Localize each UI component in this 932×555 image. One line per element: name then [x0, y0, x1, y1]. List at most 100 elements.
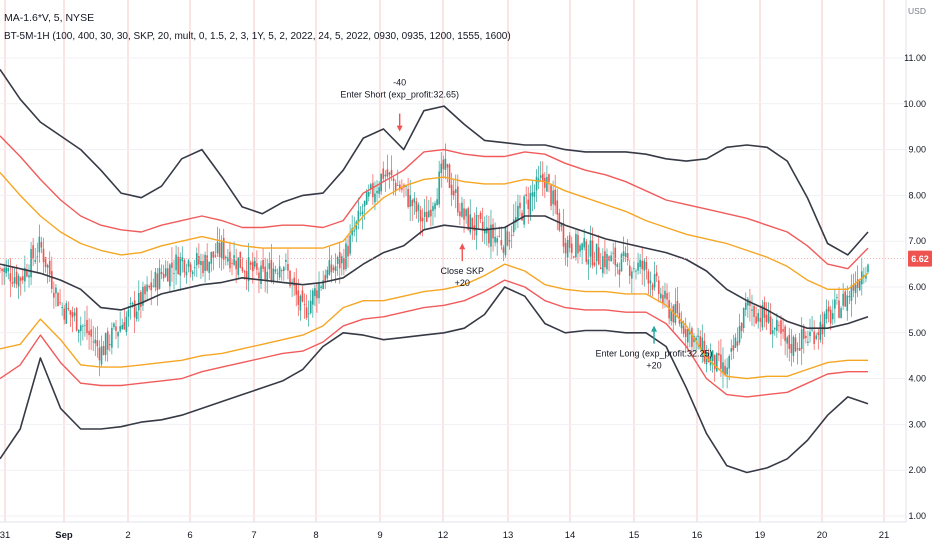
x-tick-label-1: Sep — [55, 530, 73, 541]
candle-body-271 — [560, 224, 563, 227]
candle-body-297 — [614, 247, 617, 266]
candle-body-21 — [42, 248, 45, 263]
marker-sub: +20 — [646, 361, 661, 371]
candle-body-143 — [295, 282, 298, 295]
candle-body-99 — [204, 254, 206, 271]
candle-body-191 — [394, 182, 397, 191]
candle-body-200 — [413, 198, 416, 203]
candle-body-363 — [751, 309, 753, 311]
band-orange-lower — [0, 263, 868, 380]
candle-body-196 — [405, 186, 407, 187]
candle-body-175 — [361, 211, 364, 215]
candle-body-38 — [77, 329, 80, 333]
candle-body-384 — [794, 337, 797, 352]
candle-body-35 — [71, 312, 74, 318]
candle-body-95 — [196, 253, 198, 266]
candle-body-319 — [660, 293, 662, 299]
candle-body-313 — [647, 271, 650, 284]
candle-body-396 — [819, 321, 822, 340]
candle-body-62 — [127, 309, 130, 317]
candle-body-81 — [166, 268, 169, 282]
candle-body-241 — [498, 235, 501, 237]
candle-body-403 — [834, 299, 836, 309]
candle-body-125 — [258, 272, 260, 279]
candle-body-126 — [260, 265, 262, 285]
candle-body-56 — [115, 326, 117, 331]
candle-body-254 — [525, 194, 527, 196]
candle-body-262 — [541, 173, 544, 182]
candle-body-6 — [11, 282, 14, 284]
candle-body-343 — [709, 356, 712, 366]
study-label: BT-5M-1H (100, 400, 30, 30, SKP, 20, mul… — [4, 31, 511, 42]
candle-body-102 — [210, 252, 213, 264]
candle-body-165 — [341, 256, 343, 264]
candle-body-414 — [856, 279, 859, 289]
candle-body-348 — [720, 354, 722, 369]
candle-body-130 — [268, 263, 271, 270]
candle-body-226 — [467, 208, 469, 230]
candle-body-85 — [175, 254, 177, 271]
candle-body-208 — [430, 209, 432, 217]
candle-body-413 — [854, 284, 857, 294]
candle-body-285 — [589, 240, 592, 257]
candle-body-103 — [212, 251, 215, 258]
candle-body-346 — [715, 353, 718, 372]
candle-body-387 — [800, 329, 803, 350]
candle-body-8 — [15, 271, 18, 285]
candle-body-197 — [407, 188, 409, 207]
candle-body-199 — [411, 200, 414, 207]
candle-body-173 — [357, 210, 360, 223]
candle-body-43 — [88, 330, 90, 336]
candle-body-259 — [535, 176, 538, 191]
candle-body-292 — [604, 251, 606, 268]
candle-body-163 — [336, 257, 339, 264]
candle-body-82 — [169, 264, 171, 287]
candle-body-94 — [193, 267, 196, 269]
candle-body-88 — [181, 257, 184, 262]
candle-body-257 — [531, 192, 534, 197]
candle-body-389 — [805, 335, 807, 338]
candle-body-391 — [809, 331, 811, 336]
candle-body-395 — [817, 332, 820, 336]
candle-body-67 — [137, 292, 140, 311]
candle-body-218 — [450, 184, 453, 195]
marker-label: Enter Long (exp_profit:32.25) — [595, 349, 712, 359]
candle-body-48 — [98, 347, 101, 361]
candle-body-210 — [434, 203, 436, 210]
candle-body-248 — [512, 219, 515, 233]
candle-body-42 — [86, 319, 88, 334]
candle-body-322 — [666, 293, 668, 300]
candle-body-46 — [94, 339, 97, 344]
candle-body-117 — [241, 267, 244, 272]
x-tick-label-14: 21 — [879, 530, 890, 541]
candle-body-79 — [162, 273, 165, 279]
candle-body-205 — [423, 211, 426, 217]
candle-body-212 — [438, 171, 440, 205]
candle-body-236 — [488, 228, 490, 244]
candle-body-106 — [218, 243, 221, 258]
candle-body-276 — [570, 243, 573, 253]
candle-body-357 — [738, 326, 741, 343]
candle-body-251 — [519, 202, 521, 209]
candle-body-78 — [160, 271, 163, 275]
trade-marker-2: Enter Long (exp_profit:32.25) +20 — [595, 325, 713, 371]
candle-body-250 — [517, 205, 519, 220]
candle-body-98 — [202, 261, 204, 274]
candle-body-49 — [100, 346, 103, 365]
candle-body-138 — [285, 259, 287, 262]
candle-body-116 — [239, 251, 242, 268]
candle-body-53 — [108, 343, 111, 346]
candle-body-318 — [657, 280, 660, 295]
candle-body-390 — [807, 341, 809, 344]
candle-body-301 — [622, 251, 625, 256]
candle-body-186 — [384, 174, 387, 177]
candle-body-355 — [734, 337, 737, 348]
candle-body-321 — [664, 290, 666, 299]
candle-body-237 — [490, 224, 492, 247]
candle-body-131 — [270, 259, 273, 282]
candle-body-142 — [293, 277, 295, 286]
candle-body-170 — [351, 228, 353, 236]
candle-body-399 — [825, 309, 828, 319]
